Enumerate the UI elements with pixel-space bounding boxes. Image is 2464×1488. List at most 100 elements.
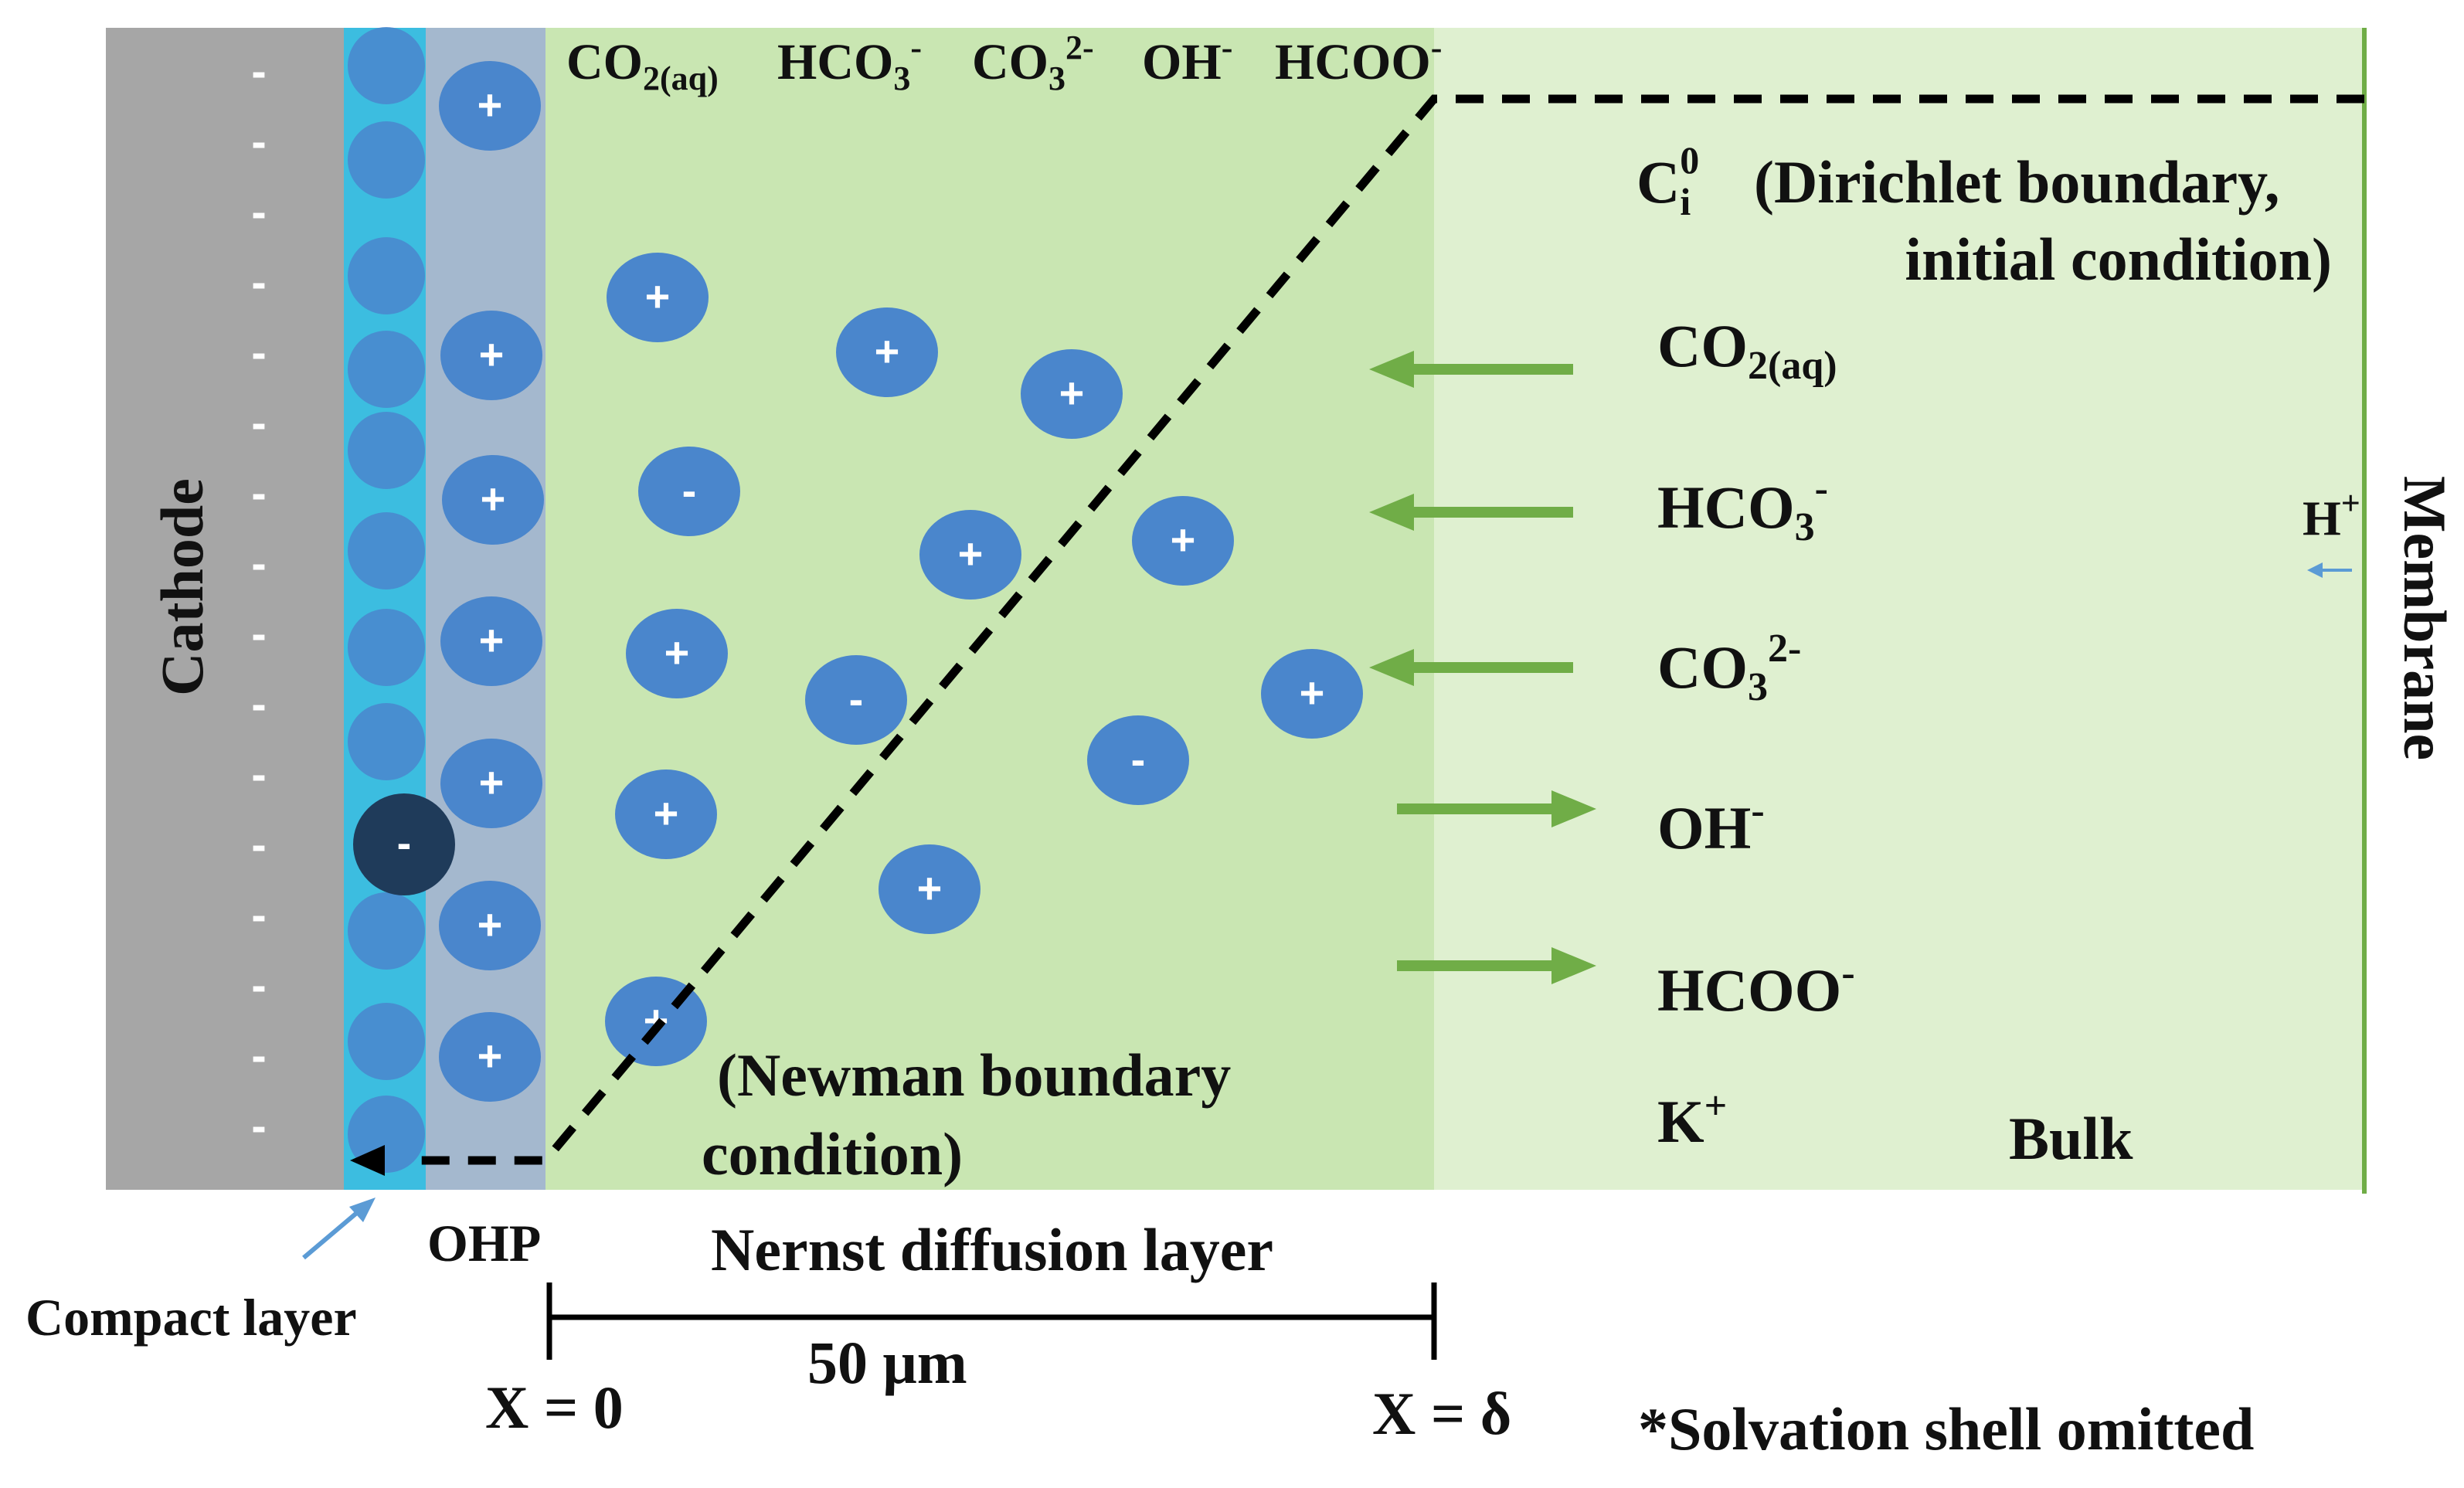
cation-sign: + [479, 616, 505, 664]
h-plus-label: H+ [2303, 484, 2360, 545]
thickness-label: 50 μm [807, 1329, 967, 1396]
surface-charge-sign: - [251, 1031, 266, 1081]
newman-line-1: (Newman boundary [717, 1041, 1231, 1109]
compact-layer-pointer-arrow [302, 1209, 360, 1260]
water-molecule [348, 27, 425, 104]
species-sup: - [1815, 467, 1828, 511]
dirichlet-line-2: initial condition) [1905, 226, 2332, 293]
cathode-label: Cathode [148, 478, 216, 696]
surface-charge-sign: - [251, 117, 266, 167]
cation-sign: + [479, 758, 505, 807]
newman-line-2: condition) [702, 1120, 963, 1187]
species-base: HCO [1657, 474, 1795, 541]
ohp-label: OHP [427, 1214, 541, 1272]
dirichlet-superscript: 0 [1680, 138, 1699, 182]
cation-sign: + [478, 1031, 503, 1080]
flux-arrowhead [1369, 494, 1414, 531]
cation-sign: + [481, 474, 506, 523]
species-sub: 3 [1795, 505, 1815, 549]
compact-layer-pointer-arrowhead [349, 1198, 376, 1222]
surface-charge-sign: - [251, 679, 266, 729]
anion [1087, 715, 1189, 805]
cation [836, 307, 938, 397]
top-species-hco3: HCO3- [777, 29, 922, 97]
water-molecule [348, 512, 425, 589]
concentration-profile-dashed [417, 94, 2364, 1165]
solvation-note: *Solvation shell omitted [1638, 1395, 2254, 1463]
species-sup: - [910, 29, 922, 66]
anion [805, 655, 907, 745]
water-molecule [348, 237, 425, 314]
cation [1021, 349, 1123, 439]
cation-sign: + [1300, 668, 1325, 717]
cation [440, 739, 542, 828]
anion [638, 447, 740, 536]
surface-charge-sign: - [251, 468, 266, 518]
h-base: H [2303, 491, 2341, 545]
dirichlet-ci0: Ci0 [1636, 138, 1699, 223]
dirichlet-subscript: i [1680, 180, 1691, 223]
species-sup: 2- [1065, 29, 1094, 66]
water-molecule [348, 703, 425, 780]
flux-arrowhead [1369, 649, 1414, 686]
flux-arrowhead [1369, 351, 1414, 388]
cation-sign: + [958, 529, 984, 578]
surface-charge-sign: - [251, 328, 266, 378]
species-base: HCOO [1657, 956, 1841, 1024]
cation [442, 455, 544, 545]
species-base: CO [566, 34, 643, 90]
cation-sign: + [479, 330, 505, 379]
surface-charge-sign: - [251, 960, 266, 1011]
x-delta-label: X = δ [1372, 1380, 1511, 1447]
surface-charge-sign: - [251, 890, 266, 940]
top-species-oh: OH- [1142, 29, 1232, 90]
membrane-label: Membrane [2391, 476, 2459, 760]
species-base: OH [1657, 794, 1751, 861]
flux-arrowhead [1551, 790, 1596, 827]
water-molecule [348, 331, 425, 408]
water-molecule [348, 1003, 425, 1080]
anion-sign: - [682, 466, 697, 515]
species-sup: - [1751, 789, 1764, 833]
cation-sign: + [1059, 369, 1085, 417]
cation [615, 769, 717, 859]
cation [439, 61, 541, 151]
cation [919, 510, 1021, 600]
adsorbed-anion-sign: - [397, 818, 412, 867]
compact-layer-label: Compact layer [25, 1288, 357, 1347]
cation [607, 253, 709, 342]
cathode-region [106, 28, 344, 1190]
cation-sign: + [664, 628, 690, 677]
species-sup: - [1841, 951, 1854, 995]
species-sub: 3 [1048, 59, 1065, 97]
cation [1132, 496, 1234, 586]
cation-sign: + [917, 864, 943, 912]
bulk-label: Bulk [2009, 1105, 2133, 1172]
adsorbed-anion [353, 793, 455, 895]
cation-sign: + [645, 272, 671, 321]
cation [879, 844, 981, 934]
species-base: CO [1657, 634, 1748, 701]
x-zero-label: X = 0 [485, 1374, 624, 1441]
h-plus-arrowhead [2307, 562, 2323, 578]
top-species-co2aq: CO2(aq) [566, 34, 719, 97]
compact-layer-molecules: - [348, 27, 455, 1173]
bulk-region [1434, 28, 2364, 1190]
species-base: HCOO [1275, 34, 1431, 90]
water-molecule [348, 609, 425, 686]
species-base: CO [1657, 312, 1748, 379]
cation [439, 881, 541, 970]
flux-label-hcoo: HCOO- [1657, 951, 1855, 1024]
flux-arrowhead [1551, 947, 1596, 984]
nernst-layer-label: Nernst diffusion layer [711, 1216, 1273, 1283]
cation-sign: + [875, 327, 900, 375]
compact-layer-region [344, 28, 426, 1190]
profile-arrowhead [350, 1145, 385, 1176]
surface-charge-sign: - [251, 187, 266, 237]
surface-charge-sign: - [251, 398, 266, 448]
cation-sign: + [1171, 515, 1196, 564]
cation [440, 596, 542, 686]
surface-charge-sign: - [251, 820, 266, 870]
anion-sign: - [1131, 735, 1146, 783]
